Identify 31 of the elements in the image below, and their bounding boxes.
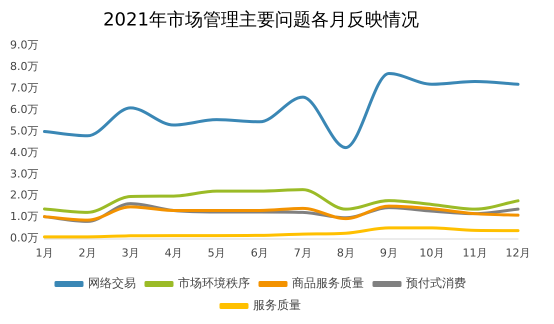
x-tick-label: 7月	[294, 246, 312, 260]
x-tick-label: 12月	[506, 246, 530, 260]
x-tick-label: 8月	[336, 246, 355, 260]
legend-label: 预付式消费	[406, 276, 466, 290]
legend-label: 商品服务质量	[292, 276, 364, 290]
y-tick-label: 4.0万	[10, 146, 38, 159]
x-tick-label: 5月	[208, 246, 226, 260]
x-tick-label: 4月	[164, 246, 183, 260]
x-tick-label: 9月	[380, 246, 398, 260]
y-tick-label: 6.0万	[10, 102, 38, 116]
line-series	[42, 188, 520, 214]
legend-label: 网络交易	[88, 276, 136, 290]
y-tick-label: 8.0万	[10, 60, 38, 73]
x-tick-label: 11月	[462, 246, 488, 260]
y-tick-label: 1.0万	[10, 210, 38, 224]
y-tick-label: 0.0万	[10, 232, 38, 245]
x-tick-label: 3月	[122, 246, 140, 260]
line-series	[42, 226, 520, 238]
legend-label: 市场环境秩序	[178, 276, 250, 290]
y-tick-label: 9.0万	[10, 38, 38, 52]
x-tick-label: 6月	[250, 246, 269, 260]
x-tick-label: 2月	[78, 246, 97, 260]
y-tick-label: 3.0万	[10, 167, 38, 180]
legend-label: 服务质量	[253, 298, 301, 312]
y-tick-label: 2.0万	[10, 188, 38, 202]
line-series	[42, 72, 520, 150]
x-tick-label: 1月	[35, 246, 54, 260]
y-tick-label: 7.0万	[10, 81, 38, 94]
y-tick-label: 5.0万	[10, 124, 38, 138]
chart-title: 2021年市场管理主要问题各月反映情况	[103, 9, 419, 30]
x-tick-label: 10月	[419, 246, 444, 260]
